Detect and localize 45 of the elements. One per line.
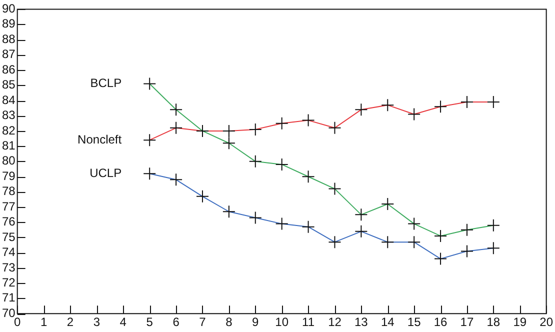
x-tick-label: 0: [14, 315, 22, 330]
y-tick-label: 76: [2, 214, 16, 229]
x-tick-label: 5: [146, 315, 154, 330]
x-tick-label: 9: [252, 315, 260, 330]
y-tick-label: 86: [2, 62, 16, 76]
y-tick-label: 82: [2, 123, 16, 138]
y-tick-label: 71: [2, 290, 16, 305]
y-tick-label: 81: [2, 138, 16, 152]
y-tick-label: 70: [2, 306, 16, 320]
x-tick-label: 11: [302, 315, 315, 330]
y-tick-label: 80: [2, 154, 16, 168]
series-label: Noncleft: [78, 132, 122, 146]
x-tick-label: 3: [93, 315, 100, 330]
x-tick-label: 16: [434, 315, 448, 330]
x-tick-label: 17: [460, 315, 474, 330]
x-tick-label: 6: [172, 315, 180, 330]
x-tick-label: 12: [328, 315, 342, 330]
x-tick-label: 2: [66, 315, 74, 330]
y-tick-label: 83: [2, 108, 16, 122]
series-label: BCLP: [90, 76, 122, 90]
x-tick-label: 20: [540, 315, 554, 330]
series-label: UCLP: [90, 166, 122, 180]
x-tick-label: 8: [226, 315, 233, 330]
x-tick-label: 7: [199, 315, 206, 330]
y-tick-label: 79: [2, 168, 16, 183]
y-tick-label: 78: [2, 184, 16, 198]
x-tick-label: 13: [354, 315, 368, 330]
x-tick-label: 14: [380, 315, 395, 330]
y-tick-label: 85: [2, 78, 16, 92]
y-tick-label: 87: [2, 47, 16, 62]
y-tick-label: 84: [2, 92, 16, 107]
x-tick-label: 19: [513, 315, 527, 330]
y-tick-label: 90: [2, 2, 16, 16]
x-tick-label: 18: [486, 315, 500, 330]
y-tick-label: 73: [2, 260, 16, 274]
x-tick-label: 1: [40, 315, 48, 330]
x-tick-label: 15: [407, 315, 422, 330]
y-tick-label: 72: [2, 275, 16, 290]
x-tick-label: 4: [120, 315, 127, 330]
y-tick-label: 88: [2, 32, 16, 46]
y-tick-label: 74: [2, 245, 16, 260]
y-tick-label: 89: [2, 16, 16, 31]
y-tick-label: 77: [2, 199, 16, 214]
x-tick-label: 10: [275, 315, 289, 330]
y-tick-label: 75: [2, 230, 16, 244]
